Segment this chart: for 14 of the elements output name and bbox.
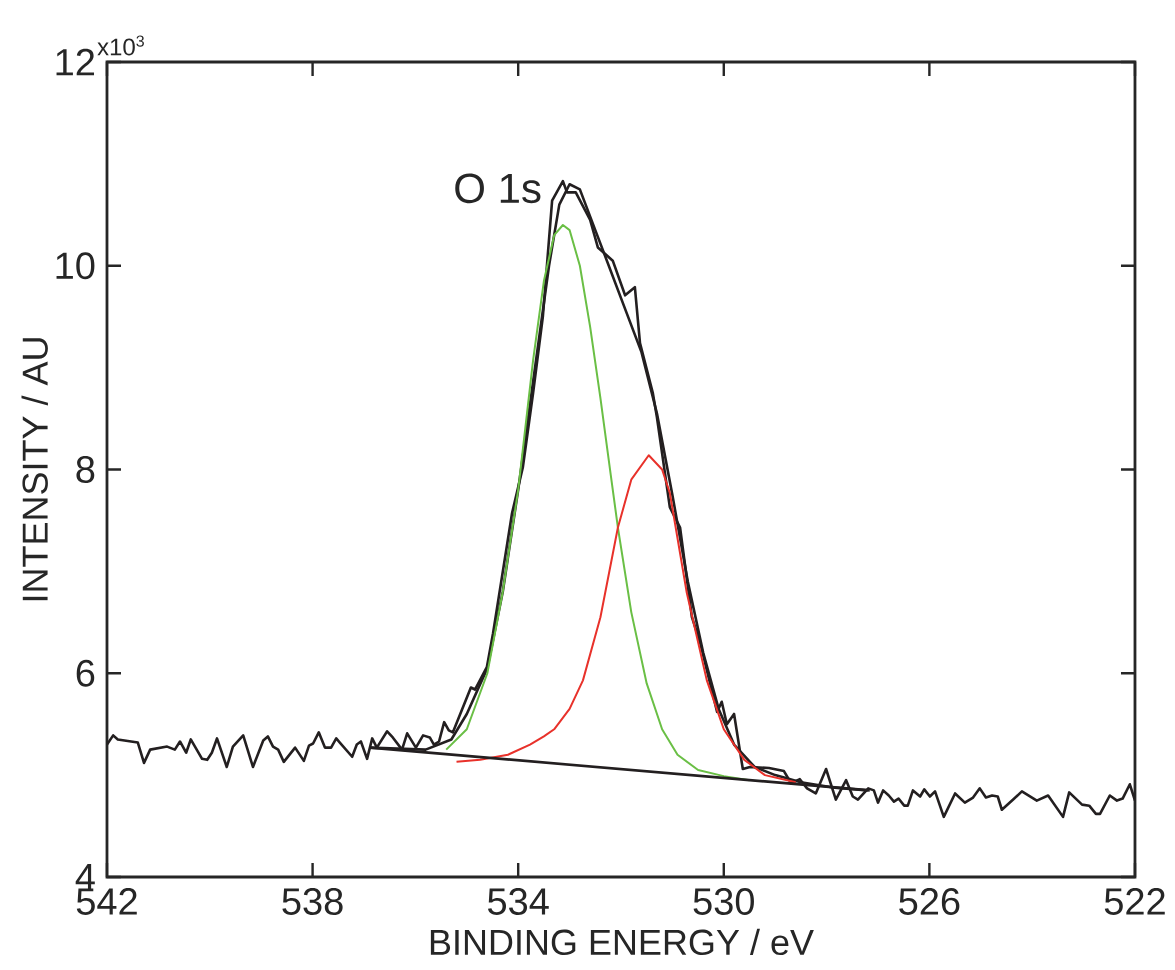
y-tick-label: 6 xyxy=(76,659,95,687)
annotation: O 1s xyxy=(455,173,541,204)
y-tick-label: 12 xyxy=(56,48,95,76)
y-tick-label: 8 xyxy=(76,456,95,483)
x-tick-label: 542 xyxy=(76,888,137,915)
x-tick-label: 526 xyxy=(899,888,960,915)
x-tick-label: 530 xyxy=(693,888,754,915)
x-tick-label: 534 xyxy=(487,888,549,915)
text: x10$^{3}$ xyxy=(97,35,144,56)
x-axis-title: BINDING ENERGY / eV xyxy=(430,928,814,956)
x-tick-label: 538 xyxy=(282,888,343,915)
y-tick-label: 10 xyxy=(56,252,95,280)
y-axis-title: INTENSITY / AU xyxy=(21,338,48,601)
x-tick-label: 522 xyxy=(1104,888,1165,915)
